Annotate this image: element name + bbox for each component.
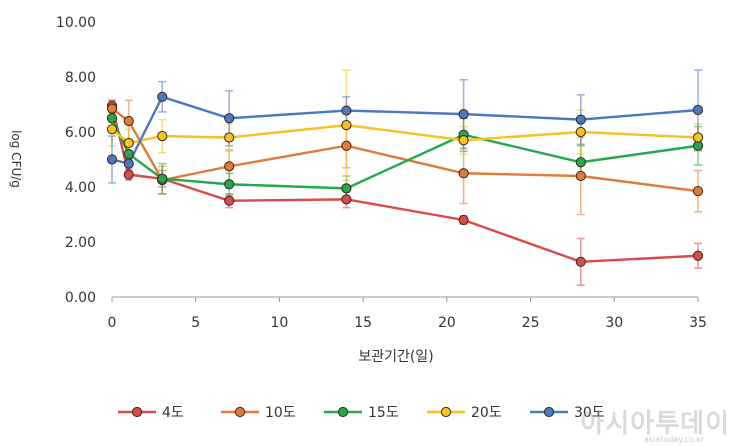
series-2-point [341,140,352,151]
series-2-line [111,107,699,193]
y-tick-label: 10.00 [56,15,96,31]
legend-item-1: 4도 [118,405,184,421]
error-bars [108,69,702,286]
legend-label: 20도 [471,405,502,421]
series-4-point [157,131,168,142]
series-1-point [123,169,134,180]
x-tick-label: 0 [108,315,117,331]
series-1-point [341,194,352,205]
legend-swatch-marker [131,406,143,418]
x-tick-label: 15 [354,315,372,331]
series-1-point [224,195,235,206]
legend-item-4: 20도 [427,405,502,421]
legend-item-5: 30도 [530,405,605,421]
y-axis-title: log CFU/g [9,130,23,188]
y-tick-labels: 0.00 2.00 4.00 6.00 8.00 10.00 [56,15,96,306]
y-tick-label: 2.00 [65,235,96,251]
x-tick-labels: 0 5 10 15 20 25 30 35 [108,315,707,331]
series-4-point [106,124,118,135]
series-2-point [692,186,704,197]
legend-label: 15도 [368,405,399,421]
y-tick-label: 4.00 [65,180,96,196]
series-1-point [692,250,704,261]
y-tick-label: 8.00 [65,70,96,86]
series-4-point [692,132,704,143]
series-2-point [224,161,235,172]
series-4-point [123,137,134,149]
legend-item-2: 10도 [221,405,296,421]
series-1-point [458,214,469,226]
legend-swatch-marker [337,406,349,418]
series-5-point [341,105,352,116]
series-5-point [692,104,704,116]
series-lines [110,95,699,264]
x-tick-label: 35 [689,315,707,331]
x-tick-label: 20 [438,315,456,331]
x-tick-label: 30 [605,315,623,331]
watermark-url: asiatoday.co.kr [644,435,704,444]
legend-swatch-marker [440,406,452,418]
series-4-point [341,120,352,131]
legend-swatch-marker [234,406,246,418]
series-5-point [157,91,168,102]
series-3-point [157,173,168,184]
series-5-point [458,109,469,120]
watermark-logo: 아시아투데이 [580,409,730,439]
series-4-point [224,132,235,143]
legend-label: 4도 [162,405,184,421]
x-axis-title: 보관기간(일) [358,349,433,365]
legend-swatch-marker [543,406,555,418]
x-tick-label: 5 [191,315,200,331]
series-5-point [224,113,235,124]
legend: 4도 10도 15도 20도 30도 [118,405,605,421]
series-4-point [458,135,469,146]
series-2-point [458,168,469,179]
legend-item-3: 15도 [324,405,399,421]
series-3-point [341,183,352,194]
series-3-point [224,179,235,190]
series-5-point [123,158,134,169]
series-5-line [111,95,699,166]
series-3-point [123,148,134,160]
legend-label: 10도 [265,405,296,421]
series-1-point [575,256,586,267]
series-5-point [575,114,586,125]
series-4-line [111,123,699,145]
series-5-point [106,154,118,165]
series-2-point [575,170,586,182]
series-3-point [575,157,586,168]
y-tick-label: 0.00 [65,290,96,306]
x-tick-label: 25 [522,315,540,331]
x-tick-label: 10 [271,315,289,331]
data-points [106,91,704,267]
series-1-line [110,105,699,264]
series-2-point [106,103,118,114]
legend-label: 30도 [574,405,605,421]
series-2-point [123,115,134,127]
series-3-line [110,117,699,190]
series-3-point [106,113,118,124]
series-4-point [575,126,586,138]
axes [111,296,699,302]
y-tick-label: 6.00 [65,125,96,141]
